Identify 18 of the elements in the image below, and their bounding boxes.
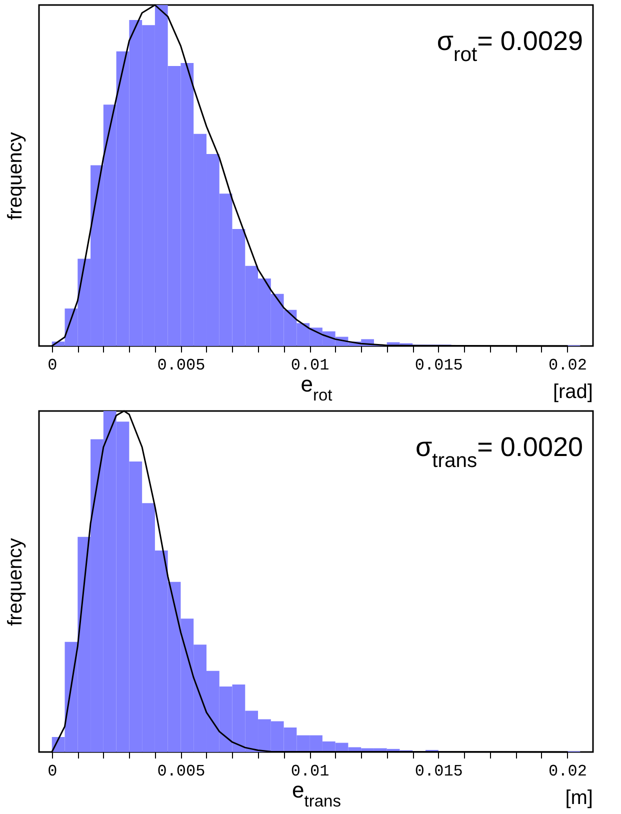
x-tick-label: 0.01 xyxy=(290,356,330,374)
y-axis-title: frequency xyxy=(4,538,26,626)
x-tick-label: 0 xyxy=(48,762,58,780)
x-tick-label: 0.005 xyxy=(157,356,206,374)
x-tick-label: 0.015 xyxy=(414,762,463,780)
annotation: σ$_{rot}$= 0.0029 xyxy=(436,26,583,66)
x-tick-label: 0.015 xyxy=(414,356,463,374)
text: [rad] xyxy=(552,381,593,403)
x-tick-label: 0.005 xyxy=(157,762,206,780)
x-axis-title: e$_{trans}$ xyxy=(292,778,341,810)
y-axis-title: frequency xyxy=(4,132,26,220)
x-tick-label: 0.02 xyxy=(548,356,587,374)
x-tick-label: 0.01 xyxy=(290,762,330,780)
x-tick-label: 0 xyxy=(48,356,58,374)
x-tick-label: 0.02 xyxy=(548,762,587,780)
annotation: σ$_{trans}$= 0.0020 xyxy=(415,432,583,472)
x-axis-title: e$_{rot}$ xyxy=(300,372,333,404)
text: [m] xyxy=(565,787,593,809)
